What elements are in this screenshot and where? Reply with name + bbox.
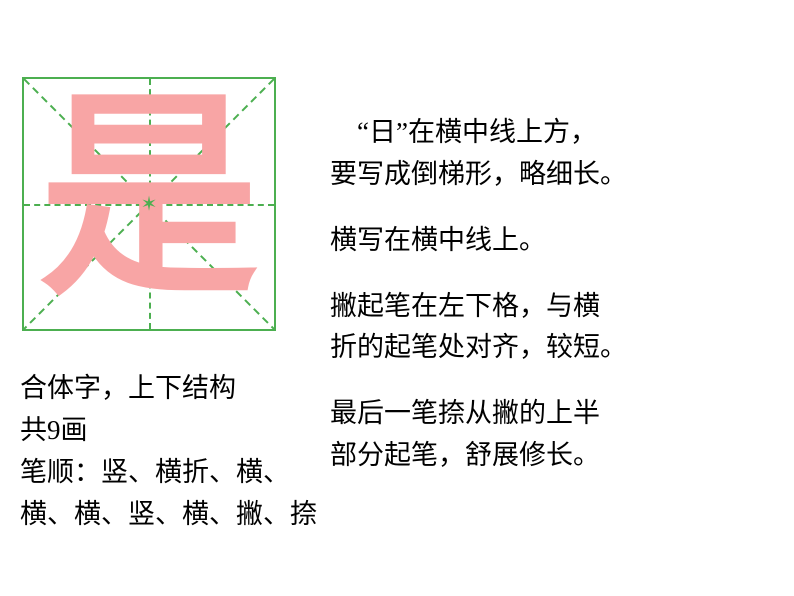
instruction-line: 折的起笔处对齐，较短。 bbox=[330, 327, 770, 369]
instruction-line: “日”在横中线上方， bbox=[330, 112, 770, 154]
stroke-count: 共9画 bbox=[20, 410, 320, 452]
instruction-line: 横写在横中线上。 bbox=[330, 220, 770, 262]
instruction-line: 最后一笔捺从撇的上半 bbox=[330, 393, 770, 435]
instruction-line: 部分起笔，舒展修长。 bbox=[330, 435, 770, 477]
left-text-column: 合体字，上下结构 共9画 笔顺：竖、横折、横、横、横、竖、横、撇、捺 bbox=[20, 368, 320, 535]
structure-description: 合体字，上下结构 bbox=[20, 368, 320, 410]
instruction-para-3: 撇起笔在左下格，与横 折的起笔处对齐，较短。 bbox=[330, 286, 770, 370]
character-grid-box: 是 ✶ bbox=[22, 77, 276, 331]
stroke-order: 笔顺：竖、横折、横、横、横、竖、横、撇、捺 bbox=[20, 452, 320, 536]
stroke-order-label: 笔顺： bbox=[20, 457, 101, 487]
instruction-para-1: “日”在横中线上方， 要写成倒梯形，略细长。 bbox=[330, 112, 770, 196]
instruction-para-2: 横写在横中线上。 bbox=[330, 220, 770, 262]
instruction-line: 撇起笔在左下格，与横 bbox=[330, 286, 770, 328]
grid-center-star: ✶ bbox=[141, 192, 158, 217]
right-text-column: “日”在横中线上方， 要写成倒梯形，略细长。 横写在横中线上。 撇起笔在左下格，… bbox=[330, 112, 770, 477]
instruction-para-4: 最后一笔捺从撇的上半 部分起笔，舒展修长。 bbox=[330, 393, 770, 477]
instruction-line: 要写成倒梯形，略细长。 bbox=[330, 154, 770, 196]
